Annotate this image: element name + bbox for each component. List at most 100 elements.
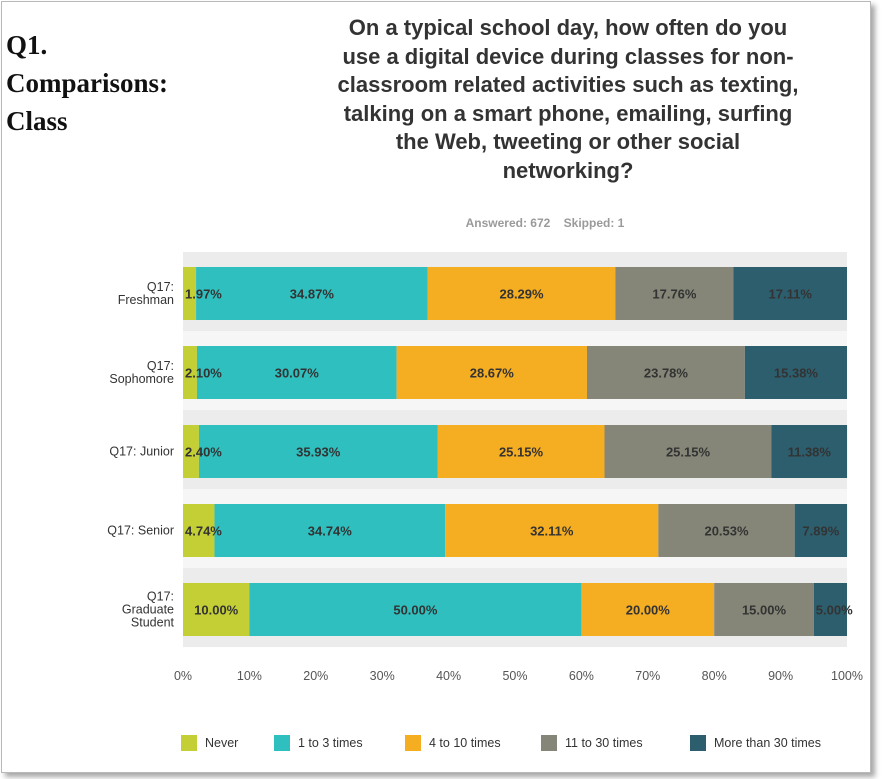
x-tick-label: 90% (768, 669, 793, 683)
x-tick-label: 50% (502, 669, 527, 683)
category-label: Sophomore (109, 372, 174, 386)
data-label: 23.78% (644, 366, 689, 381)
x-tick-label: 40% (436, 669, 461, 683)
data-label: 34.74% (308, 524, 353, 539)
chart-title-line: the Web, tweeting or other social (395, 129, 741, 154)
category-label: Q17: (147, 590, 174, 604)
slide-heading-line: Comparisons: (6, 68, 169, 98)
bar-segment (604, 425, 772, 478)
data-label: 25.15% (666, 445, 711, 460)
bar-segment (437, 425, 605, 478)
category-label: Student (131, 616, 175, 630)
bar-segment (714, 583, 814, 636)
data-label: 7.89% (802, 524, 839, 539)
bar-segment (427, 267, 616, 320)
data-label: 15.00% (742, 603, 787, 618)
answered-count: Answered: 672 (465, 216, 551, 230)
legend-item: More than 30 times (690, 735, 821, 751)
data-label: 20.00% (626, 603, 671, 618)
data-label: 50.00% (393, 603, 438, 618)
data-label: 15.38% (774, 366, 819, 381)
chart-title: On a typical school day, how often do yo… (258, 14, 878, 185)
chart-title-line: use a digital device during classes for … (342, 43, 794, 69)
category-label: Q17: Senior (107, 524, 174, 538)
chart-legend: Never 1 to 3 times 4 to 10 times 11 to 30 t… (0, 735, 891, 755)
data-label: 32.11% (530, 524, 574, 539)
category-label: Graduate (122, 603, 174, 617)
legend-label: 4 to 10 times (429, 736, 501, 750)
data-label: 30.07% (275, 366, 320, 381)
category-label: Freshman (118, 293, 174, 307)
x-tick-label: 10% (237, 669, 262, 683)
skipped-count: Skipped: 1 (563, 216, 625, 230)
slide-heading: Q1. Comparisons: Class (6, 26, 168, 140)
legend-swatch (405, 735, 421, 751)
bar-segment (396, 346, 587, 399)
legend-swatch (181, 735, 197, 751)
data-label: 10.00% (194, 603, 239, 618)
bar-segment (183, 425, 199, 478)
category-label: Q17: (147, 359, 174, 373)
bar-segment (794, 504, 848, 557)
slide-heading-line: Class (6, 106, 68, 136)
response-stats: Answered: 672 Skipped: 1 (420, 216, 670, 230)
bar-segment (196, 346, 397, 399)
legend-swatch (274, 735, 290, 751)
bar-segment (586, 346, 745, 399)
legend-label: 11 to 30 times (565, 736, 643, 750)
legend-item: 11 to 30 times (541, 735, 643, 751)
data-label: 4.74% (185, 524, 222, 539)
category-label: Q17: Junior (109, 445, 174, 459)
data-label: 1.97% (185, 287, 222, 302)
bar-segment (183, 346, 197, 399)
bar-segment (214, 504, 446, 557)
legend-swatch (541, 735, 557, 751)
x-tick-label: 80% (702, 669, 727, 683)
data-label: 34.87% (290, 287, 335, 302)
bar-segment (445, 504, 659, 557)
data-label: 20.53% (704, 524, 749, 539)
chart-title-line: classroom related activities such as tex… (337, 72, 799, 97)
bar-segment (183, 504, 215, 557)
legend-item: Never (181, 735, 238, 751)
bar-segment (813, 583, 847, 636)
legend-item: 1 to 3 times (274, 735, 363, 751)
legend-item: 4 to 10 times (405, 735, 501, 751)
data-label: 2.10% (185, 366, 222, 381)
x-tick-label: 20% (303, 669, 328, 683)
data-label: 28.29% (499, 287, 544, 302)
x-tick-label: 30% (370, 669, 395, 683)
legend-label: More than 30 times (714, 736, 821, 750)
bar-segment (198, 425, 438, 478)
data-label: 11.38% (788, 445, 832, 460)
x-tick-label: 70% (635, 669, 660, 683)
bar-segment (581, 583, 715, 636)
bar-segment (733, 267, 847, 320)
bar-segment (615, 267, 734, 320)
bar-segment (744, 346, 847, 399)
chart-title-line: networking? (502, 157, 634, 183)
legend-label: 1 to 3 times (298, 736, 363, 750)
data-label: 17.11% (769, 287, 813, 302)
x-tick-label: 0% (174, 669, 192, 683)
data-label: 2.40% (185, 445, 222, 460)
legend-swatch (690, 735, 706, 751)
slide-heading-line: Q1. (6, 30, 48, 60)
bar-segment (183, 267, 197, 320)
data-label: 28.67% (470, 366, 515, 381)
data-label: 35.93% (296, 445, 341, 460)
bar-segment (771, 425, 848, 478)
bar-segment (183, 583, 250, 636)
data-label: 17.76% (652, 287, 697, 302)
bar-segment (196, 267, 428, 320)
data-label: 5.00% (816, 603, 853, 618)
x-tick-label: 100% (831, 669, 863, 683)
chart-title-line: talking on a smart phone, emailing, surf… (343, 100, 793, 126)
bar-segment (249, 583, 582, 636)
chart-title-line: On a typical school day, how often do yo… (348, 15, 788, 40)
bar-segment (658, 504, 795, 557)
legend-label: Never (205, 736, 239, 750)
category-label: Q17: (147, 280, 174, 294)
x-tick-label: 60% (569, 669, 594, 683)
